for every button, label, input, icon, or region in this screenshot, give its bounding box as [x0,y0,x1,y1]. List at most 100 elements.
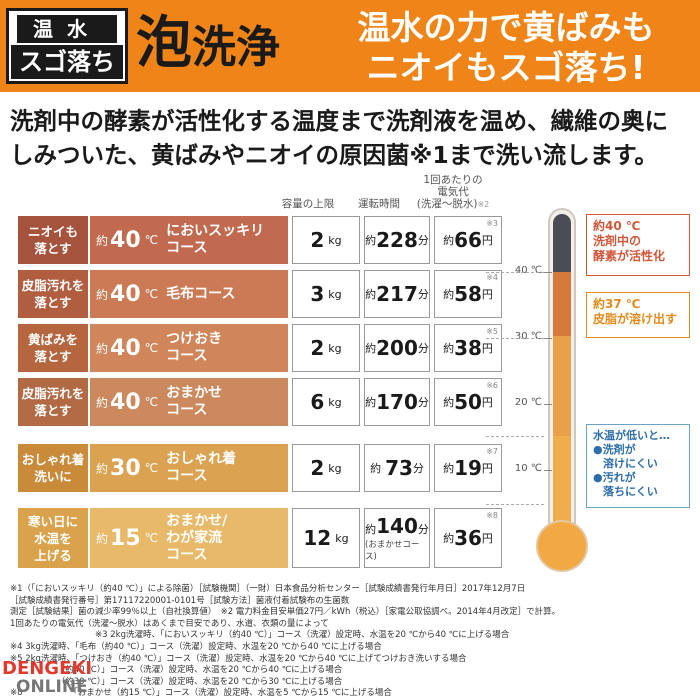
row-label: ニオイも 落とす [18,216,88,264]
course-name: つけおき コース [166,331,222,365]
footnote-line: ※1（「においスッキリ（約40 ℃）」による除菌）［試験機関］（一財）日本食品分… [10,584,526,594]
capacity-unit: kg [328,233,342,247]
time-cell: 約140分 (おまかせコース) [364,508,430,568]
cost-header-l3-text: (洗濯〜脱水) [416,198,478,210]
capacity-cell: 2 kg [292,324,360,372]
footnote-line: （約40 ℃）」コース（洗濯）設定時、水温を20 ℃から40 ℃に上げる場合 [10,665,343,676]
tagline-line1: 温水の力で黄ばみも [357,8,655,47]
callout-37: 約37 ℃ 皮脂が溶け出す [586,292,690,338]
row-label-l1: 皮脂汚れを [21,278,85,293]
time-unit: 分 [417,342,429,355]
logo-main-char: 泡 [136,11,192,76]
temp-approx: 約 [96,531,109,546]
time-unit: 分 [417,234,429,247]
course-name-l1: おまかせ/ [166,512,228,529]
cost-unit: 円 [481,288,493,301]
capacity-cell: 6 kg [292,378,360,426]
low-temp-b2-l1: ●汚れが [593,471,636,484]
temp-value: 40 [110,281,141,307]
capacity-unit: kg [328,287,342,301]
low-temp-b2-l2: 落ちにくい [603,485,658,498]
course-name: においスッキリ コース [166,223,264,257]
header-banner: 温水 スゴ落ち 泡洗浄 温水の力で黄ばみも ニオイもスゴ落ち! [0,0,700,92]
capacity-value: 12 [303,526,332,550]
temp-approx: 約 [96,395,109,410]
capacity-cell: 2 kg [292,216,360,264]
footnote-line: ※5 2kg洗濯時、「つけおき（約40 ℃）」コース（洗濯）設定時、水温を20 … [10,653,467,664]
course-name-l1: つけおき [166,331,223,347]
dashed-guide [486,338,544,339]
time-prefix: 約 [365,234,377,247]
time-value: 217 [376,282,418,306]
course-name-l1: おしゃれ着 [166,451,237,467]
footnote-ref: ※3 [486,219,498,228]
time-unit: 分 [412,462,424,475]
footnote-ref: ※4 [486,273,498,282]
tick-20: 20 ℃ [514,397,542,408]
lead-line1: 洗剤中の酵素が活性化する温度まで洗剤液を温め、繊維の奥に [10,107,668,135]
tick-mark [544,470,552,471]
badge-bottom-text: スゴ落ち [11,45,123,79]
temp-unit: ℃ [144,233,159,247]
cost-cell: 約 66 円 ※3 [434,216,502,264]
cost-header-note: ※2 [477,200,490,209]
cost-cell: 約 36 円 ※8 [434,508,502,568]
thermometer-bulb [536,520,588,572]
time-value: 73 [385,456,413,480]
course-name-l2: コース [166,468,208,484]
capacity-cell: 12 kg [292,508,360,568]
temp-unit: ℃ [144,531,159,545]
dashed-guide [486,504,544,505]
footnote-line: ※3 2kg洗濯時、「においスッキリ（約40 ℃）」コース（洗濯）設定時、水温を… [10,630,510,641]
course-name: おまかせ コース [166,385,222,419]
capacity-unit: kg [328,341,342,355]
callout-40: 約40 ℃ 洗剤中の 酵素が活性化 [586,214,690,276]
course-info: 約 15 ℃ おまかせ/わが家流 コース [90,508,288,568]
capacity-value: 2 [310,336,325,360]
capacity-unit: kg [328,461,342,475]
course-name-l1: おまかせ [166,385,223,401]
tick-30: 30 ℃ [514,331,542,342]
footnote-ref: ※6 [486,381,498,390]
time-prefix: 約 [365,288,377,301]
awa-senjo-logo: 泡洗浄 [136,12,280,80]
capacity-value: 3 [310,282,325,306]
cost-unit: 円 [481,532,493,545]
course-name: 毛布コース [166,286,235,303]
footnote-ref: ※5 [486,327,498,336]
capacity-header: 容量の上限 [281,198,335,210]
lead-text: 洗剤中の酵素が活性化する温度まで洗剤液を温め、繊維の奥に しみついた、黄ばみやニ… [10,104,700,172]
footnotes: ※1（「においスッキリ（約40 ℃）」による除菌）［試験機関］（一財）日本食品分… [10,584,694,700]
cost-prefix: 約 [443,396,455,409]
temp-approx: 約 [96,233,109,248]
course-name-l2: コース [166,348,208,364]
row-label-l1: 皮脂汚れを [21,386,85,401]
capacity-unit: kg [335,531,349,545]
cost-header-l2: 電気代 [437,186,469,198]
temp-value: 40 [110,335,141,361]
dashed-guide [486,272,544,273]
footnote-line: 測定［試験結果］菌の減少率99％以上（自社換算値） ※2 電力料金目安単価27円… [10,607,561,618]
cost-header-l3: (洗濯〜脱水)※2 [412,198,494,211]
temp-unit: ℃ [144,341,159,355]
course-name-l1: においスッキリ [166,223,265,239]
row-label-l2: 落とす [34,241,72,256]
footnote-ref: ※8 [486,511,498,520]
temp-approx: 約 [96,341,109,356]
capacity-value: 2 [310,456,325,480]
time-prefix: 約 [365,523,377,536]
time-main: 約140分 [365,514,429,538]
tick-mark [544,404,552,405]
cost-unit: 円 [481,234,493,247]
footnote-line: ［試験成績書発行番号］第17117220001-0101号［試験方法］菌液付着試… [10,595,350,606]
lead-line2: しみついた、黄ばみやニオイの原因菌※1まで洗い流します。 [10,141,658,169]
cost-cell: 約 19 円 ※7 [434,444,502,492]
low-temp-b1-l1: ●洗剤が [593,443,636,456]
cost-header-l1: 1回あたりの [423,174,483,186]
temp-approx: 約 [96,461,109,476]
temp-value: 40 [110,227,141,253]
watermark-l1: DENGEKI [2,658,93,679]
time-value: 140 [376,514,418,538]
time-sub: (おまかせコース) [365,540,420,562]
thermo-segment-40 [553,214,571,272]
